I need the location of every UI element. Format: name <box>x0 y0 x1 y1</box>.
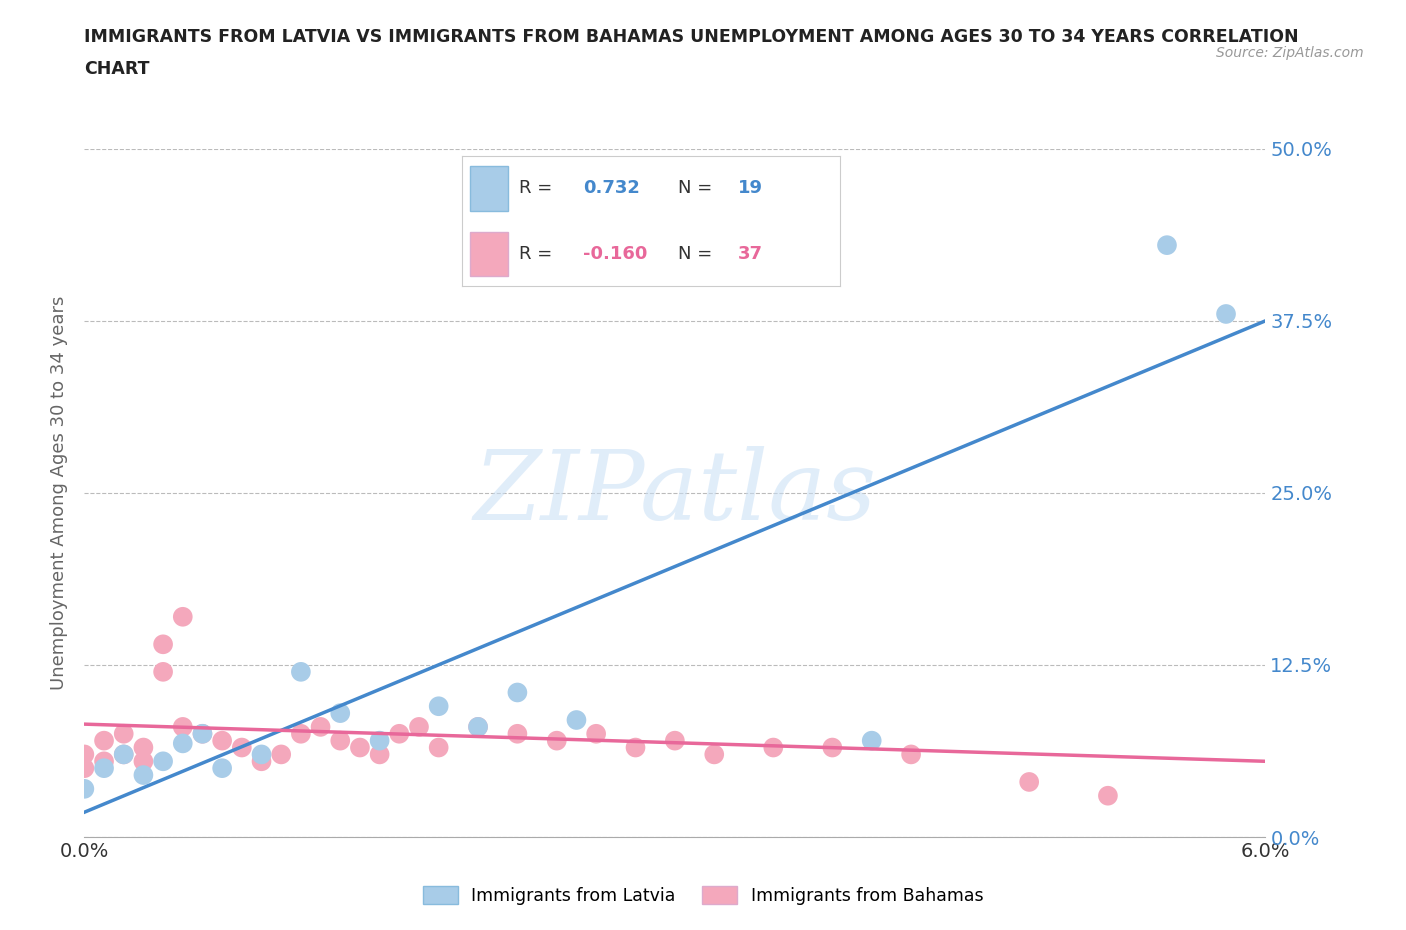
Point <box>309 720 332 735</box>
Point <box>172 720 194 735</box>
Point <box>231 740 253 755</box>
Point <box>211 761 233 776</box>
Point <box>112 726 135 741</box>
Point <box>73 747 96 762</box>
Point <box>506 726 529 741</box>
Point <box>900 747 922 762</box>
Point <box>1097 789 1119 804</box>
Point <box>172 736 194 751</box>
Point <box>427 740 450 755</box>
Point <box>506 685 529 700</box>
Point <box>93 754 115 769</box>
Point <box>290 726 312 741</box>
Point <box>585 726 607 741</box>
Legend: Immigrants from Latvia, Immigrants from Bahamas: Immigrants from Latvia, Immigrants from … <box>416 880 990 912</box>
Text: Source: ZipAtlas.com: Source: ZipAtlas.com <box>1216 46 1364 60</box>
Point <box>821 740 844 755</box>
Point <box>73 761 96 776</box>
Point <box>546 733 568 748</box>
Y-axis label: Unemployment Among Ages 30 to 34 years: Unemployment Among Ages 30 to 34 years <box>51 296 69 690</box>
Point <box>93 733 115 748</box>
Point <box>250 747 273 762</box>
Point <box>132 754 155 769</box>
Point <box>152 664 174 679</box>
Text: CHART: CHART <box>84 60 150 78</box>
Point <box>368 733 391 748</box>
Point <box>427 698 450 713</box>
Point <box>152 754 174 769</box>
Point <box>1215 307 1237 322</box>
Point <box>152 637 174 652</box>
Point <box>762 740 785 755</box>
Point <box>388 726 411 741</box>
Point <box>172 609 194 624</box>
Point <box>132 767 155 782</box>
Point <box>191 726 214 741</box>
Point <box>349 740 371 755</box>
Point <box>112 747 135 762</box>
Point <box>112 747 135 762</box>
Point <box>860 733 883 748</box>
Point <box>250 754 273 769</box>
Text: ZIPatlas: ZIPatlas <box>474 445 876 540</box>
Point <box>565 712 588 727</box>
Point <box>703 747 725 762</box>
Point <box>73 781 96 796</box>
Point <box>290 664 312 679</box>
Point <box>329 706 352 721</box>
Point <box>191 726 214 741</box>
Point <box>1018 775 1040 790</box>
Point <box>664 733 686 748</box>
Point <box>270 747 292 762</box>
Point <box>467 720 489 735</box>
Point <box>408 720 430 735</box>
Point <box>211 733 233 748</box>
Point <box>132 740 155 755</box>
Text: IMMIGRANTS FROM LATVIA VS IMMIGRANTS FROM BAHAMAS UNEMPLOYMENT AMONG AGES 30 TO : IMMIGRANTS FROM LATVIA VS IMMIGRANTS FRO… <box>84 28 1299 46</box>
Point <box>329 733 352 748</box>
Point <box>624 740 647 755</box>
Point <box>467 720 489 735</box>
Point <box>93 761 115 776</box>
Point <box>368 747 391 762</box>
Point <box>1156 238 1178 253</box>
